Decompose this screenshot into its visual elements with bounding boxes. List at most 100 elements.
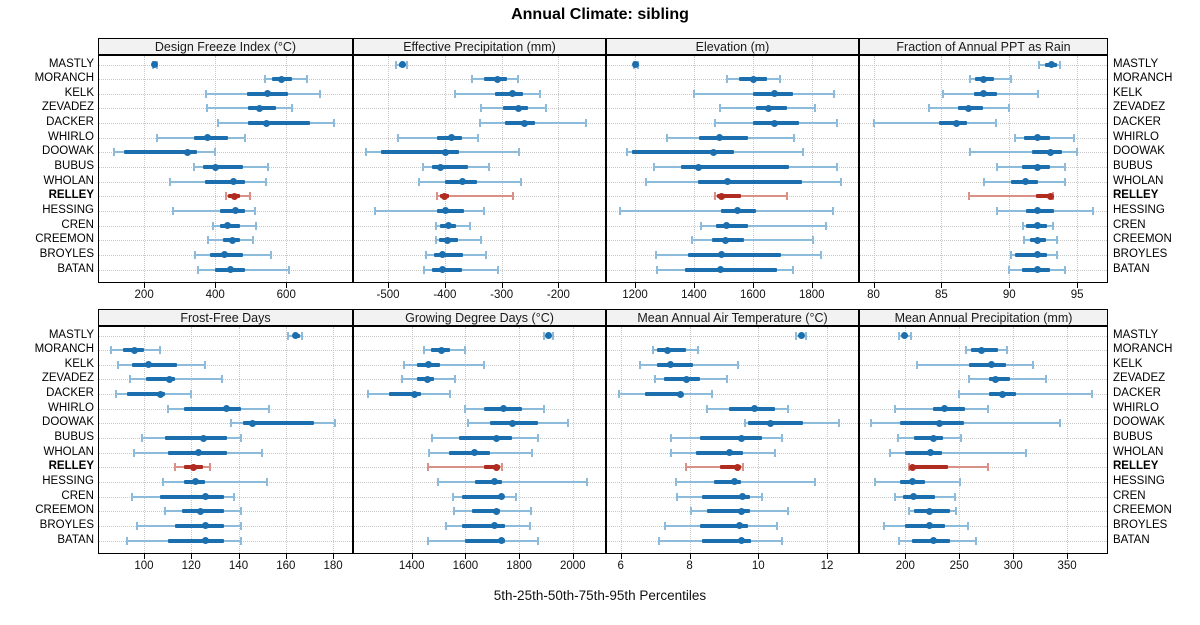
site-label-right-doowak: DOOWAK xyxy=(1113,145,1165,158)
cap-p5 xyxy=(116,360,119,369)
cap-p95 xyxy=(1055,236,1058,245)
row-gridline xyxy=(354,394,605,396)
cap-p5 xyxy=(869,419,872,428)
row-gridline xyxy=(860,496,1107,498)
site-label-right-hessing: HESSING xyxy=(1113,203,1165,216)
cap-p5 xyxy=(664,521,667,530)
range-25-75 xyxy=(697,179,803,184)
row-gridline xyxy=(860,254,1107,256)
p50-dot xyxy=(734,463,742,471)
x-tick-label: 350 xyxy=(1057,560,1077,572)
x-tick-label: 1200 xyxy=(622,289,648,301)
range-25-75 xyxy=(701,538,752,543)
range-25-75 xyxy=(127,392,166,397)
p50-dot xyxy=(980,90,987,98)
site-label-left-whirlo: WHIRLO xyxy=(48,130,94,143)
cap-p95 xyxy=(1076,148,1079,157)
cap-p95 xyxy=(209,463,212,472)
cap-p5 xyxy=(705,404,708,413)
p50-dot xyxy=(491,522,499,530)
cap-p95 xyxy=(214,148,217,157)
p50-dot xyxy=(663,346,671,354)
x-tick-label: 400 xyxy=(205,289,225,301)
row-gridline xyxy=(860,167,1107,168)
site-label-right-moranch: MORANCH xyxy=(1113,343,1173,356)
cap-p5 xyxy=(423,346,426,355)
cap-p5 xyxy=(893,492,896,501)
range-25-75 xyxy=(475,479,502,484)
cap-p95 xyxy=(306,75,309,84)
range-25-75 xyxy=(432,267,463,272)
cap-p5 xyxy=(263,75,266,84)
range-5-95 xyxy=(908,466,989,469)
cap-p5 xyxy=(224,192,227,201)
range-25-75 xyxy=(389,392,421,397)
site-label-right-batan: BATAN xyxy=(1113,533,1150,546)
range-25-75 xyxy=(713,479,742,484)
cap-p5 xyxy=(941,89,944,98)
p50-dot xyxy=(929,537,937,544)
cap-p5 xyxy=(212,221,215,230)
p50-dot xyxy=(749,75,757,83)
site-label-left-bubus: BUBUS xyxy=(54,160,94,172)
x-tickmark xyxy=(1067,554,1069,559)
range-25-75 xyxy=(699,436,762,440)
panel-strip-fraction-of-annual-ppt-as-rain: Fraction of Annual PPT as Rain xyxy=(859,38,1108,55)
cap-p95 xyxy=(1008,104,1011,113)
x-tickmark xyxy=(827,554,829,559)
p50-dot xyxy=(718,251,726,259)
cap-p5 xyxy=(907,463,910,472)
x-gridline xyxy=(286,56,288,282)
row-gridline xyxy=(860,240,1107,242)
cap-p5 xyxy=(690,507,693,516)
p50-dot xyxy=(493,507,501,515)
panel-fraction-of-annual-ppt-as-rain xyxy=(859,55,1108,283)
row-gridline xyxy=(860,64,1107,66)
p50-dot xyxy=(739,493,747,501)
cap-p5 xyxy=(674,477,677,486)
x-tickmark xyxy=(1077,283,1079,288)
cap-p95 xyxy=(959,477,962,486)
x-tickmark xyxy=(144,283,146,288)
p50-dot xyxy=(735,522,743,530)
site-label-left-wholan: WHOLAN xyxy=(43,174,94,187)
cap-p5 xyxy=(652,346,655,355)
cap-p95 xyxy=(1063,163,1066,171)
row-gridline xyxy=(860,335,1107,337)
range-5-95 xyxy=(691,239,813,242)
site-label-left-bubus: BUBUS xyxy=(54,431,94,443)
cap-p95 xyxy=(536,536,539,545)
range-25-75 xyxy=(905,523,946,528)
x-tickmark xyxy=(811,283,813,288)
row-gridline xyxy=(99,64,352,66)
row-gridline xyxy=(99,335,352,337)
row-gridline xyxy=(99,152,352,154)
range-5-95 xyxy=(675,480,816,483)
x-tickmark xyxy=(519,554,521,559)
range-25-75 xyxy=(698,135,749,140)
cap-p95 xyxy=(530,448,533,457)
x-tickmark xyxy=(572,554,574,559)
x-tick-label: 85 xyxy=(935,289,948,301)
row-gridline xyxy=(354,137,605,139)
range-25-75 xyxy=(483,465,500,470)
p50-dot xyxy=(211,163,219,171)
cap-p95 xyxy=(1058,60,1061,69)
cap-p95 xyxy=(264,177,267,186)
p50-dot xyxy=(677,390,685,398)
cap-p5 xyxy=(889,448,892,457)
cap-p5 xyxy=(657,536,660,545)
p50-dot xyxy=(262,119,270,127)
cap-p95 xyxy=(1025,448,1028,457)
cap-p95 xyxy=(975,536,978,545)
cap-p5 xyxy=(653,163,656,171)
x-gridline xyxy=(519,327,521,553)
x-tickmark xyxy=(191,554,193,559)
range-5-95 xyxy=(890,451,1027,454)
x-tickmark xyxy=(905,554,907,559)
cap-p95 xyxy=(449,390,452,399)
cap-p95 xyxy=(253,206,256,215)
p50-dot xyxy=(764,104,772,112)
cap-p5 xyxy=(422,163,425,171)
